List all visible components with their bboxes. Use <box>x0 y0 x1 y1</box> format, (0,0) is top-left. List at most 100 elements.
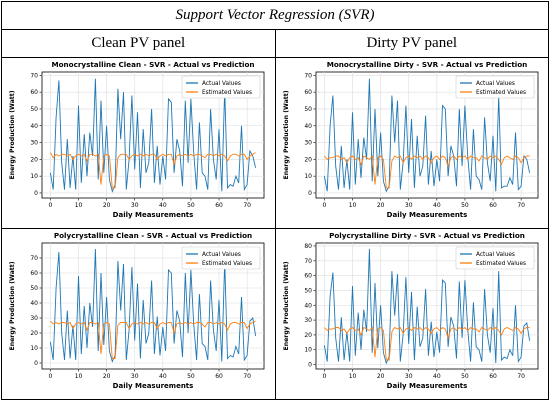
y-tick-label: 50 <box>30 106 38 113</box>
series-line-estimated <box>50 152 256 189</box>
x-tick-label: 60 <box>215 202 223 209</box>
x-tick-label: 40 <box>433 202 441 209</box>
x-tick-label: 0 <box>322 202 326 209</box>
x-axis-label: Daily Measurements <box>386 211 467 219</box>
y-tick-label: 30 <box>30 140 38 147</box>
y-tick-label: 0 <box>34 190 38 197</box>
y-tick-label: 70 <box>30 255 38 262</box>
y-tick-label: 0 <box>308 190 312 197</box>
chart-title: Monocrystalline Dirty - SVR - Actual vs … <box>326 60 527 69</box>
y-tick-label: 30 <box>304 140 312 147</box>
x-tick-label: 60 <box>215 373 223 380</box>
column-header-clean: Clean PV panel <box>1 29 276 58</box>
y-tick-label: 20 <box>30 156 38 163</box>
y-tick-label: 0 <box>308 362 312 369</box>
y-tick-label: 10 <box>30 173 38 180</box>
y-tick-label: 60 <box>304 273 312 280</box>
y-tick-label: 0 <box>34 360 38 367</box>
series-line-estimated <box>323 326 530 361</box>
y-axis-label: Energy Production (Watt) <box>9 261 16 350</box>
legend-label: Actual Values <box>476 252 515 258</box>
x-tick-label: 70 <box>517 202 525 209</box>
y-tick-label: 40 <box>304 123 312 130</box>
x-tick-label: 20 <box>376 373 384 380</box>
y-tick-label: 40 <box>304 302 312 309</box>
y-tick-label: 10 <box>30 345 38 352</box>
legend-box <box>455 75 534 99</box>
legend-label: Estimated Values <box>476 90 526 96</box>
x-tick-label: 50 <box>187 202 195 209</box>
y-tick-label: 30 <box>304 317 312 324</box>
chart-cell-poly-dirty: Polycrystalline Dirty - SVR - Actual vs … <box>274 228 549 400</box>
x-tick-label: 0 <box>322 373 326 380</box>
chart-cell-poly-clean: Polycrystalline Clean - SVR - Actual vs … <box>1 228 276 400</box>
series-line-actual <box>323 248 530 365</box>
y-tick-label: 70 <box>304 72 312 79</box>
y-tick-label: 50 <box>30 285 38 292</box>
y-tick-label: 20 <box>30 330 38 337</box>
legend-label: Estimated Values <box>202 90 252 96</box>
x-tick-label: 30 <box>131 373 139 380</box>
x-tick-label: 70 <box>243 373 251 380</box>
y-tick-label: 10 <box>304 347 312 354</box>
x-tick-label: 60 <box>489 202 497 209</box>
series-line-actual <box>323 78 530 193</box>
x-tick-label: 10 <box>75 373 83 380</box>
chart-title: Polycrystalline Clean - SVR - Actual vs … <box>54 231 252 240</box>
chart-title: Monocrystalline Clean - SVR - Actual vs … <box>51 60 254 69</box>
series-line-estimated <box>323 154 530 189</box>
x-tick-label: 0 <box>49 202 53 209</box>
chart-poly-clean: Polycrystalline Clean - SVR - Actual vs … <box>9 231 265 390</box>
legend-label: Estimated Values <box>476 261 526 267</box>
y-tick-label: 10 <box>304 173 312 180</box>
x-tick-label: 30 <box>404 202 412 209</box>
series-line-estimated <box>50 320 256 359</box>
x-tick-label: 10 <box>348 373 356 380</box>
y-tick-label: 80 <box>304 243 312 250</box>
x-tick-label: 20 <box>103 373 111 380</box>
x-tick-label: 40 <box>159 373 167 380</box>
legend-label: Actual Values <box>476 81 515 87</box>
y-tick-label: 20 <box>304 332 312 339</box>
x-tick-label: 40 <box>159 202 167 209</box>
chart-title: Polycrystalline Dirty - SVR - Actual vs … <box>329 231 525 240</box>
y-tick-label: 70 <box>304 258 312 265</box>
x-tick-label: 10 <box>75 202 83 209</box>
chart-mono-clean: Monocrystalline Clean - SVR - Actual vs … <box>9 60 265 219</box>
legend-box <box>455 246 534 270</box>
chart-poly-dirty: Polycrystalline Dirty - SVR - Actual vs … <box>283 231 538 390</box>
x-axis-label: Daily Measurements <box>113 382 194 390</box>
x-tick-label: 30 <box>404 373 412 380</box>
y-tick-label: 30 <box>30 315 38 322</box>
series-line-actual <box>49 78 257 193</box>
chart-cell-mono-clean: Monocrystalline Clean - SVR - Actual vs … <box>1 57 276 229</box>
page-title: Support Vector Regression (SVR) <box>1 1 549 30</box>
x-tick-label: 30 <box>131 202 139 209</box>
x-tick-label: 0 <box>49 373 53 380</box>
legend-label: Actual Values <box>202 252 241 258</box>
y-tick-label: 50 <box>304 287 312 294</box>
y-tick-label: 60 <box>304 89 312 96</box>
x-tick-label: 40 <box>433 373 441 380</box>
x-tick-label: 60 <box>489 373 497 380</box>
legend-label: Actual Values <box>202 81 241 87</box>
x-tick-label: 10 <box>348 202 356 209</box>
y-axis-label: Energy Production (Watt) <box>283 90 290 179</box>
series-line-actual <box>49 248 257 363</box>
y-tick-label: 40 <box>30 123 38 130</box>
chart-cell-mono-dirty: Monocrystalline Dirty - SVR - Actual vs … <box>274 57 549 229</box>
y-tick-label: 70 <box>30 72 38 79</box>
y-tick-label: 40 <box>30 300 38 307</box>
x-axis-label: Daily Measurements <box>386 382 467 390</box>
x-tick-label: 70 <box>243 202 251 209</box>
y-tick-label: 50 <box>304 106 312 113</box>
y-axis-label: Energy Production (Watt) <box>9 90 16 179</box>
x-tick-label: 50 <box>461 202 469 209</box>
y-tick-label: 60 <box>30 89 38 96</box>
column-header-dirty: Dirty PV panel <box>274 29 549 58</box>
x-tick-label: 20 <box>376 202 384 209</box>
x-axis-label: Daily Measurements <box>113 211 194 219</box>
x-tick-label: 50 <box>461 373 469 380</box>
